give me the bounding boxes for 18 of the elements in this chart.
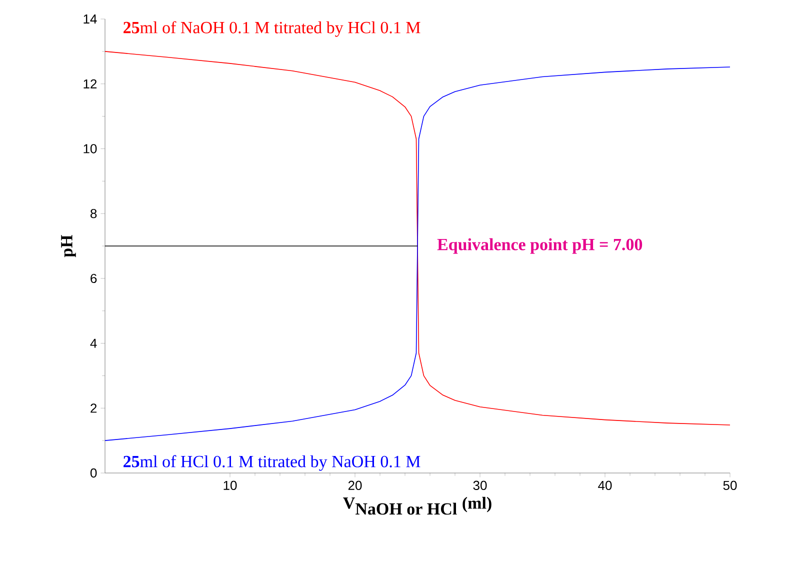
y-tick-label: 6 bbox=[90, 274, 97, 284]
series-label: 25ml of NaOH 0.1 M titrated by HCl 0.1 M bbox=[124, 21, 420, 37]
annotation: Equivalence point pH = 7.00 bbox=[437, 238, 642, 254]
y-tick-label: 0 bbox=[90, 468, 97, 478]
x-tick-label: 40 bbox=[598, 480, 612, 490]
y-tick-label: 10 bbox=[84, 144, 97, 154]
series-label: 25ml of HCl 0.1 M titrated by NaOH 0.1 M bbox=[124, 455, 420, 471]
x-tick-label: 10 bbox=[224, 480, 237, 490]
y-tick-label: 8 bbox=[90, 208, 97, 218]
y-tick-label: 4 bbox=[90, 338, 97, 348]
y-axis-title: pH bbox=[61, 234, 76, 258]
x-tick-label: 50 bbox=[723, 480, 737, 490]
y-tick-label: 14 bbox=[84, 14, 97, 24]
y-tick-label: 12 bbox=[84, 79, 97, 88]
x-tick-label: 20 bbox=[348, 480, 362, 490]
x-axis-title: $\textbf{V}_{\textbf{NaOH or HCl}}\ \textbf{(ml)}$ bbox=[343, 496, 492, 515]
y-tick-label: 2 bbox=[90, 404, 97, 413]
x-tick-label: 30 bbox=[473, 480, 487, 490]
